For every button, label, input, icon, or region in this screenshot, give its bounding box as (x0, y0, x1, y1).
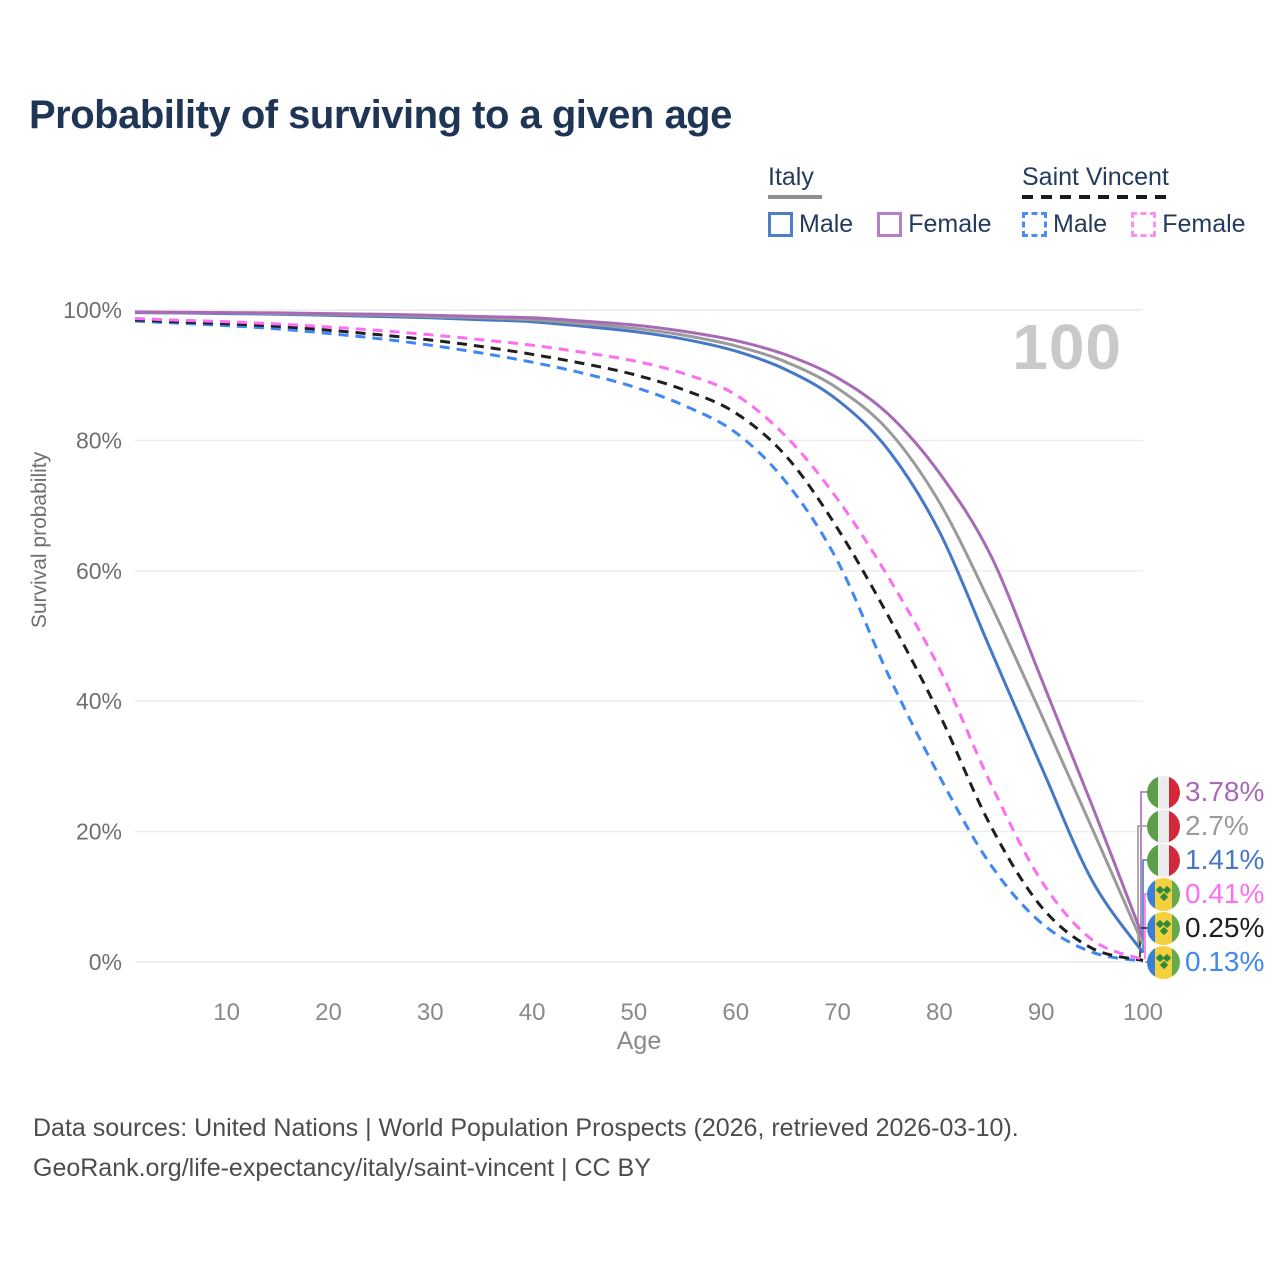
legend-swatch-italy-female (877, 212, 903, 237)
legend-swatch-italy-male (768, 212, 793, 237)
saint-vincent-flag-icon (1147, 877, 1180, 911)
legend-group-italy-title: Italy (768, 163, 814, 191)
saint-vincent-flag-icon (1147, 911, 1180, 945)
svg-text:60%: 60% (76, 558, 122, 584)
legend-label-italy-female: Female (908, 210, 992, 238)
legend-item-saint-vincent-male[interactable]: Male (1022, 210, 1107, 239)
legend-swatch-saint-vincent-male (1022, 212, 1047, 237)
svg-text:70: 70 (824, 999, 851, 1026)
svg-text:30: 30 (417, 999, 444, 1026)
svg-text:20%: 20% (76, 819, 122, 845)
legend-label-saint-vincent-male: Male (1053, 210, 1108, 238)
svg-text:Age: Age (617, 1027, 661, 1055)
legend-item-saint-vincent-female[interactable]: Female (1131, 210, 1246, 239)
end-label-italy-male: 1.41% (1147, 843, 1264, 877)
end-label-italy-female: 3.78% (1147, 775, 1264, 809)
page-title: Probability of surviving to a given age (29, 93, 732, 137)
svg-text:0%: 0% (89, 949, 122, 975)
svg-text:40: 40 (519, 999, 546, 1026)
legend-label-italy-male: Male (799, 210, 854, 238)
svg-text:100: 100 (1012, 311, 1122, 383)
italy-flag-icon (1147, 843, 1180, 877)
italy-flag-icon (1147, 775, 1180, 809)
end-label-saint-vincent-female: 0.41% (1147, 877, 1264, 911)
svg-text:90: 90 (1028, 999, 1055, 1026)
footer-data-sources: Data sources: United Nations | World Pop… (33, 1114, 1019, 1142)
svg-text:80: 80 (926, 999, 953, 1026)
legend-item-italy-male[interactable]: Male (768, 210, 853, 239)
legend-group-saint-vincent-title: Saint Vincent (1022, 163, 1169, 191)
legend-swatch-saint-vincent-female (1131, 212, 1157, 237)
legend-group-italy: Italy Male Female (768, 163, 992, 239)
legend: Italy Male Female Saint Vincent Male (0, 163, 1280, 243)
svg-text:10: 10 (213, 999, 240, 1026)
end-value-saint-vincent-both: 0.25% (1185, 912, 1265, 943)
legend-solid-line-sample (768, 195, 822, 199)
svg-text:100%: 100% (63, 297, 122, 323)
saint-vincent-flag-icon (1147, 945, 1180, 979)
legend-item-italy-female[interactable]: Female (877, 210, 992, 239)
legend-label-saint-vincent-female: Female (1162, 210, 1246, 238)
end-label-saint-vincent-male: 0.13% (1147, 945, 1264, 979)
footer: Data sources: United Nations | World Pop… (33, 1108, 1019, 1188)
footer-attribution: GeoRank.org/life-expectancy/italy/saint-… (33, 1154, 651, 1182)
end-value-italy-both: 2.7% (1185, 810, 1249, 841)
svg-text:Survival probability: Survival probability (28, 451, 51, 628)
svg-text:80%: 80% (76, 427, 122, 453)
svg-text:60: 60 (722, 999, 749, 1026)
legend-group-saint-vincent: Saint Vincent Male Female (1022, 163, 1246, 239)
svg-text:40%: 40% (76, 688, 122, 714)
end-value-italy-male: 1.41% (1185, 844, 1265, 875)
legend-dashed-line-sample (1022, 195, 1174, 199)
end-value-saint-vincent-male: 0.13% (1185, 946, 1265, 977)
svg-text:100: 100 (1123, 999, 1163, 1026)
svg-text:20: 20 (315, 999, 342, 1026)
svg-text:50: 50 (621, 999, 648, 1026)
end-label-italy-both: 2.7% (1147, 809, 1249, 843)
end-value-saint-vincent-female: 0.41% (1185, 878, 1265, 909)
end-value-italy-female: 3.78% (1185, 776, 1265, 807)
italy-flag-icon (1147, 809, 1180, 843)
end-label-saint-vincent-both: 0.25% (1147, 911, 1264, 945)
